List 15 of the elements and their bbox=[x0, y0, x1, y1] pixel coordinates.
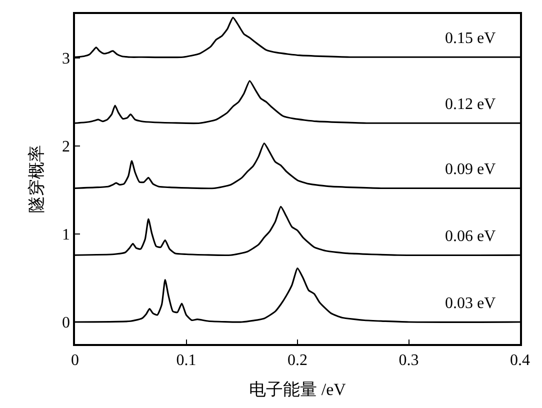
x-tick-label: 0.4 bbox=[510, 352, 530, 369]
series-label: 0.12 eV bbox=[445, 96, 496, 113]
y-axis-title: 隧穿概率 bbox=[27, 145, 46, 213]
series-label: 0.09 eV bbox=[445, 161, 496, 178]
y-tick-label: 2 bbox=[62, 138, 70, 156]
series-label: 0.03 eV bbox=[445, 295, 496, 312]
series-label: 0.15 eV bbox=[445, 30, 496, 47]
x-tick-label: 0.3 bbox=[398, 352, 419, 369]
series-label: 0.06 eV bbox=[445, 228, 496, 245]
x-axis-title: 电子能量 /eV bbox=[249, 380, 347, 399]
y-tick-label: 1 bbox=[62, 226, 70, 244]
y-tick-label: 3 bbox=[62, 50, 70, 68]
x-tick-label: 0.2 bbox=[288, 352, 308, 369]
y-tick-label: 0 bbox=[62, 314, 70, 332]
x-tick-label: 0.1 bbox=[176, 352, 196, 369]
